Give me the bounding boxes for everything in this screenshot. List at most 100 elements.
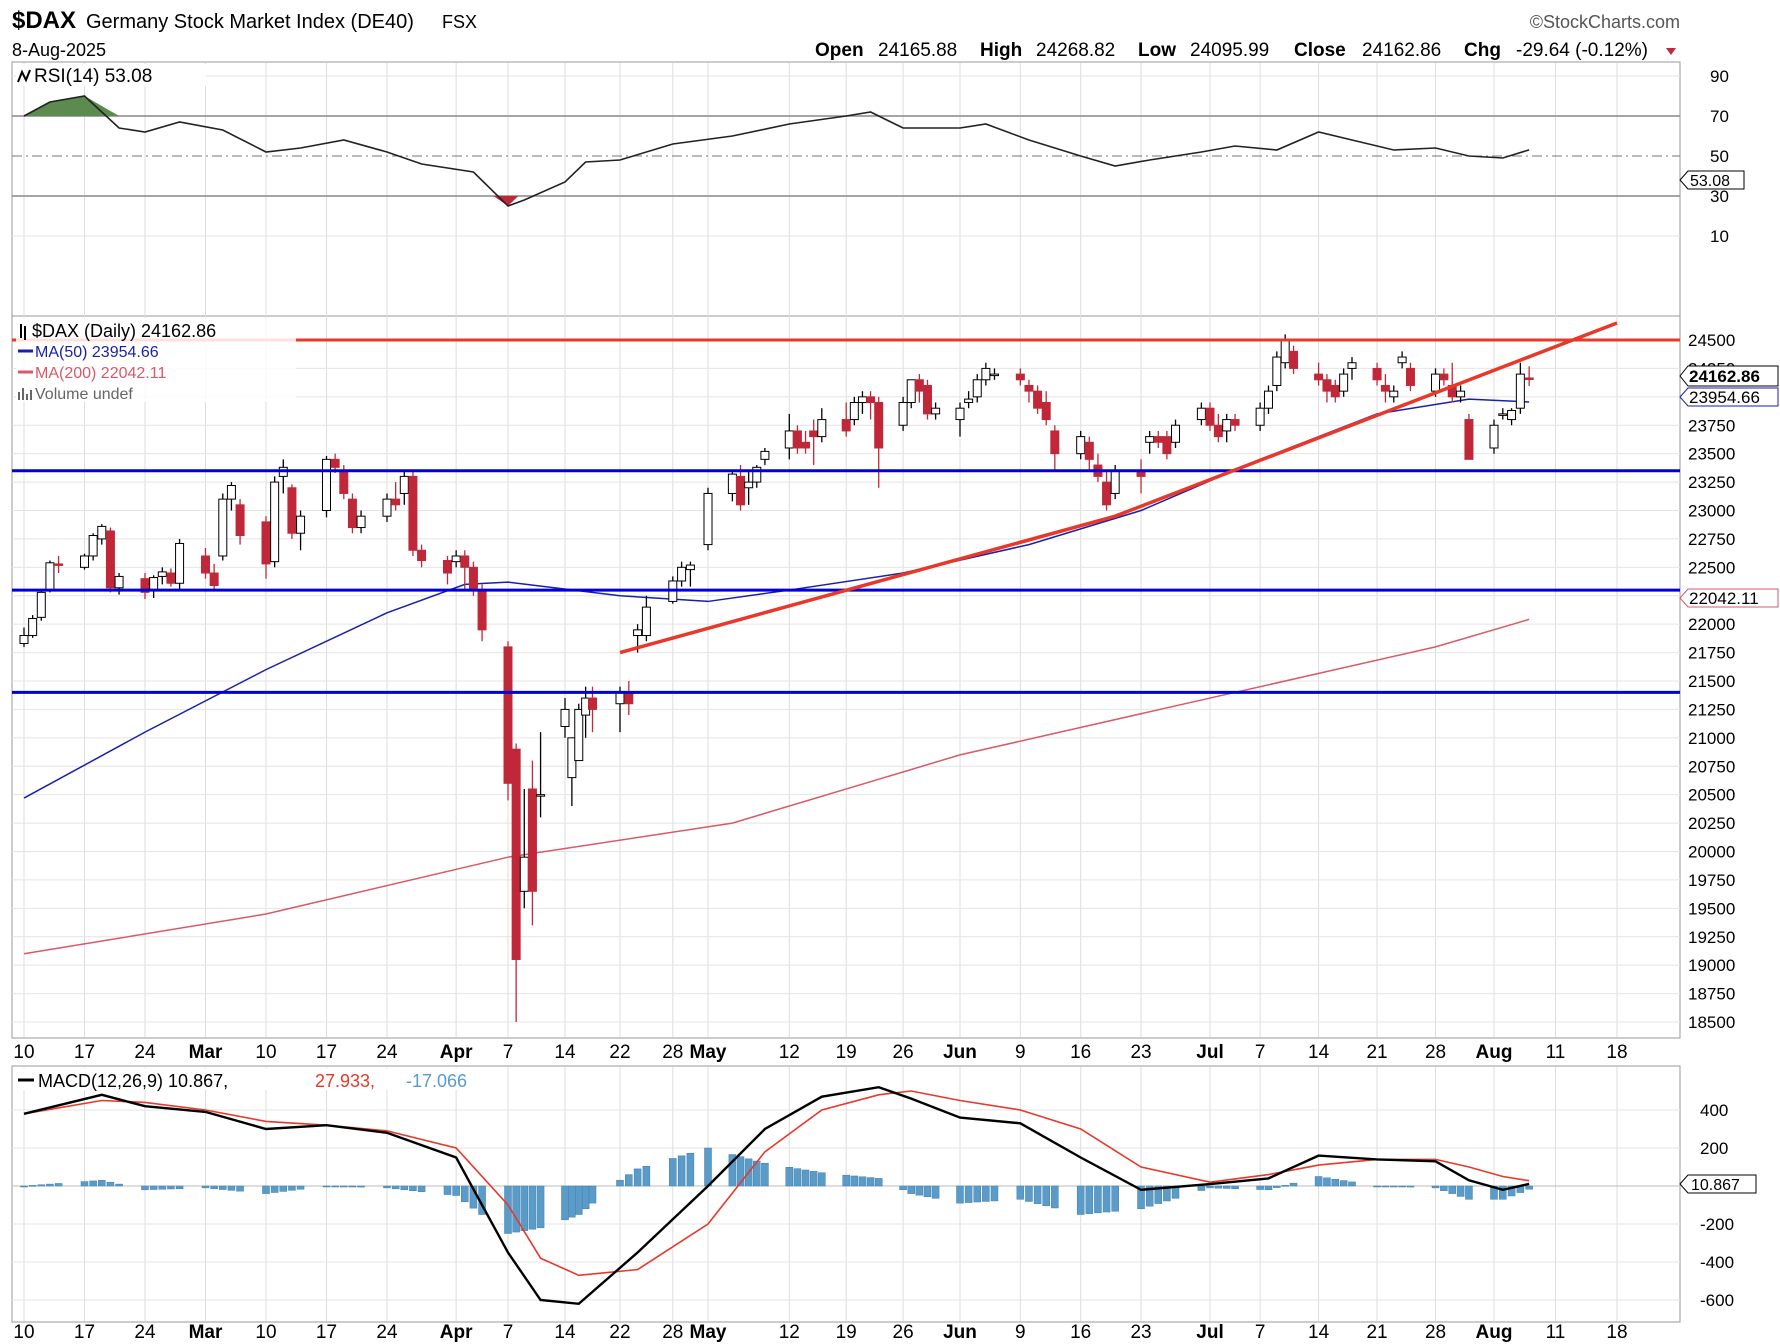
candlestick [1050,425,1060,471]
x-axis-tick-label: 22 [609,1042,630,1063]
macd-histogram-bar [1222,1185,1231,1189]
macd-histogram-bar [1145,1185,1154,1207]
price-legend-title: $DAX (Daily) 24162.86 [32,321,216,341]
open-label: Open [815,40,864,61]
macd-histogram-bar [1264,1185,1273,1191]
candle-body [356,515,366,529]
macd-histogram-bar [809,1171,818,1187]
price-axis-tick: 23750 [1688,416,1735,435]
candle-body [201,555,210,574]
x-axis-tick-label: 26 [893,1042,914,1063]
macd-histogram-bar [288,1185,296,1191]
candle-body [1347,362,1357,369]
candlestick [261,516,271,579]
price-axis-tick: 21750 [1688,644,1735,663]
x-axis-tick-label: 7 [503,1042,514,1063]
macd-axis-tick: -400 [1700,1253,1734,1272]
candle-body [408,475,418,551]
price-axis-tick: 19750 [1688,871,1735,890]
candle-body [817,419,827,438]
price-legend: $DAX (Daily) 24162.86 MA(50) 23954.66 MA… [16,318,296,403]
x-axis-tick-label: 26 [893,1322,914,1343]
macd-histogram-bar [1163,1185,1171,1202]
candlestick [898,396,908,431]
candlestick [105,527,115,593]
candlestick [287,484,297,539]
candle-body [1050,430,1060,455]
candle-body [560,708,570,727]
candlestick [1041,391,1051,426]
macd-histogram-bar [736,1156,745,1187]
candle-body [1397,356,1407,364]
candle-body [1524,377,1534,380]
macd-histogram-bar [461,1185,469,1203]
candle-body [339,470,349,494]
candle-body [36,591,46,618]
candle-body [287,487,297,534]
candlestick [792,425,802,454]
candlestick [1263,385,1273,414]
price-axis-tick: 22000 [1688,615,1735,634]
candle-body [88,535,98,557]
candlestick [1405,362,1415,392]
rsi-tag-text: 53.08 [1690,173,1730,190]
macd-legend: MACD(12,26,9) 10.867, 27.933, -17.066 [16,1068,496,1091]
macd-histogram-bar [866,1177,875,1187]
candlestick [1456,385,1466,403]
x-axis-tick-label: 9 [1015,1042,1026,1063]
candle-body [1431,373,1441,392]
candle-body [760,450,770,460]
macd-histogram-bar [923,1185,932,1198]
candlestick [841,402,851,437]
close-label: Close [1294,40,1346,61]
price-axis-tick: 20250 [1688,814,1735,833]
candlestick [443,555,452,585]
macd-histogram-bar [915,1185,924,1196]
candlestick [322,455,331,518]
candlestick [677,561,687,587]
candlestick [1033,385,1043,414]
candlestick [574,703,584,762]
candlestick [36,590,46,621]
macd-histogram-bar [842,1174,850,1187]
candlestick [866,391,876,420]
candlestick [519,788,529,909]
x-axis-tick-label: 16 [1070,1042,1091,1063]
price-plot [12,321,1680,1022]
x-axis-tick-label: Aug [1476,1322,1513,1343]
candle-body [460,555,470,568]
close-value: 24162.86 [1362,40,1441,61]
x-axis-tick-label: 14 [554,1042,576,1063]
macd-histogram-bar [616,1180,624,1187]
macd-legend-hist: -17.066 [406,1071,467,1091]
ma50-tag-text: 23954.66 [1689,388,1760,407]
x-axis-tick-label: 14 [554,1322,576,1343]
x-axis-tick-label: May [690,1322,727,1343]
macd-histogram-bar [1465,1185,1473,1200]
macd-panel [11,1065,1681,1323]
candle-body [270,481,280,563]
macd-histogram-bar [581,1185,590,1210]
candlestick [588,686,597,733]
candle-body [451,555,461,563]
macd-histogram-bar [625,1174,633,1187]
macd-tag-text: 10.867 [1691,1177,1740,1194]
candle-body [1322,379,1332,392]
macd-histogram-bar [1289,1182,1298,1187]
x-axis-tick-label: 10 [255,1042,276,1063]
candlestick [1102,470,1112,511]
candle-body [784,430,794,449]
candle-body [1015,373,1025,381]
macd-histogram-bar [1206,1185,1214,1189]
candle-body [955,407,965,421]
candlestick [175,538,185,589]
candlestick [391,482,401,511]
macd-histogram-bar [633,1168,642,1187]
macd-histogram-bar [1490,1185,1498,1200]
macd-histogram-bar [331,1185,339,1188]
candle-body [1280,339,1290,364]
x-axis-tick-label: 12 [779,1322,800,1343]
chg-value: -29.64 (-0.12%) [1516,40,1648,61]
macd-histogram-bar [1525,1185,1533,1190]
